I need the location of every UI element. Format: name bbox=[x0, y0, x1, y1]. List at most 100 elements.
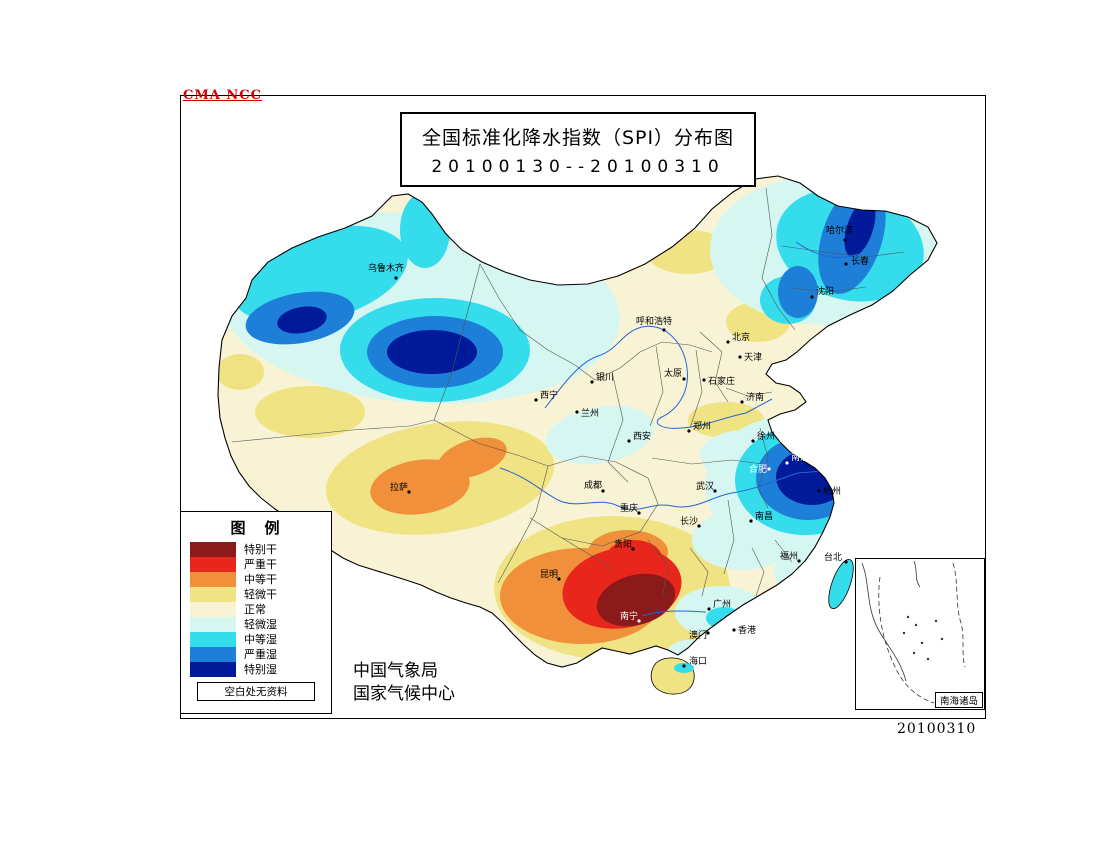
city-dot bbox=[627, 439, 631, 443]
city-label: 武汉 bbox=[696, 480, 714, 492]
legend-item-label: 严重干 bbox=[244, 558, 277, 571]
legend-swatch bbox=[190, 557, 236, 572]
city-label: 沈阳 bbox=[816, 285, 834, 297]
map-title: 全国标准化降水指数（SPI）分布图 bbox=[421, 126, 735, 149]
legend-items: 特别干严重干中等干轻微干 正常 轻微湿中等湿严重湿特别湿 bbox=[181, 542, 331, 677]
city-label: 澳门 bbox=[689, 629, 707, 641]
city-label: 乌鲁木齐 bbox=[368, 262, 404, 274]
city-dot bbox=[637, 619, 641, 623]
city-label: 拉萨 bbox=[390, 481, 408, 493]
spi-region-extreme_wet bbox=[277, 306, 327, 334]
inset-dash-line-west bbox=[878, 576, 935, 704]
city-label: 台北 bbox=[824, 551, 842, 563]
hainan-wet-spot bbox=[674, 663, 694, 673]
inset-islands bbox=[902, 615, 944, 661]
city-label: 西安 bbox=[633, 430, 651, 442]
legend-swatch bbox=[190, 602, 236, 617]
legend-item-severe_wet: 严重湿 bbox=[181, 647, 331, 662]
legend-title: 图 例 bbox=[230, 519, 282, 537]
legend-item-label: 严重湿 bbox=[244, 648, 277, 661]
city-dot bbox=[706, 631, 710, 635]
inset-coastline-north bbox=[913, 560, 921, 588]
city-label: 天津 bbox=[744, 352, 762, 363]
city-label: 北京 bbox=[732, 331, 750, 343]
city-dot bbox=[557, 577, 561, 581]
legend-item-label: 轻微湿 bbox=[244, 618, 277, 631]
city-label: 兰州 bbox=[581, 407, 599, 419]
legend-item-label: 轻微干 bbox=[244, 588, 277, 601]
city-label: 济南 bbox=[746, 391, 764, 403]
spi-region-extreme_wet bbox=[387, 330, 477, 374]
legend-item-label: 特别干 bbox=[244, 543, 277, 556]
legend-swatch bbox=[190, 632, 236, 647]
city-label: 成都 bbox=[584, 479, 602, 491]
city-label: 南昌 bbox=[755, 510, 773, 522]
org-line-2: 国家气候中心 bbox=[353, 683, 455, 704]
city-label: 海口 bbox=[689, 655, 707, 667]
map-date-range: 20100130--20100310 bbox=[431, 156, 725, 177]
city-dot bbox=[702, 378, 706, 382]
city-dot bbox=[707, 607, 711, 611]
city-dot bbox=[726, 340, 730, 344]
city-dot bbox=[732, 628, 736, 632]
agency-code: CMA NCC bbox=[183, 88, 262, 103]
china-outline bbox=[217, 175, 938, 668]
city-label: 南京 bbox=[791, 451, 809, 463]
legend-swatch bbox=[190, 617, 236, 632]
city-dot bbox=[697, 524, 701, 528]
yellow-river bbox=[544, 325, 773, 429]
org-block: 中国气象局 国家气候中心 bbox=[353, 660, 455, 706]
legend-swatch bbox=[190, 662, 236, 677]
city-dot bbox=[844, 560, 848, 564]
city-dot bbox=[601, 489, 605, 493]
city-label: 哈尔滨 bbox=[826, 224, 853, 236]
city-label: 西宁 bbox=[540, 389, 558, 401]
legend-item-mild_dry: 轻微干 bbox=[181, 587, 331, 602]
spi-region-moderate_wet bbox=[400, 192, 450, 268]
city-label: 广州 bbox=[713, 598, 731, 610]
city-label: 石家庄 bbox=[708, 375, 735, 387]
city-dot bbox=[637, 511, 641, 515]
pearl-river bbox=[641, 610, 707, 617]
city-dot bbox=[575, 410, 579, 414]
spi-region-mild_dry bbox=[255, 386, 365, 438]
city-dot bbox=[407, 490, 411, 494]
city-label: 合肥 bbox=[749, 463, 767, 475]
city-label: 南宁 bbox=[620, 610, 638, 622]
city-label: 长沙 bbox=[680, 515, 698, 527]
city-label: 上海 bbox=[850, 458, 868, 470]
city-label: 杭州 bbox=[823, 485, 841, 497]
legend-item-normal: 正常 bbox=[181, 602, 331, 617]
legend-swatch bbox=[190, 647, 236, 662]
city-dot bbox=[767, 467, 771, 471]
city-dot bbox=[738, 355, 742, 359]
city-dot bbox=[844, 467, 848, 471]
spi-region-mild_wet bbox=[545, 405, 655, 465]
legend-item-severe_dry: 严重干 bbox=[181, 557, 331, 572]
legend-swatch bbox=[190, 572, 236, 587]
legend-item-extreme_dry: 特别干 bbox=[181, 542, 331, 557]
date-stamp: 20100310 bbox=[897, 721, 977, 737]
legend-item-label: 中等干 bbox=[244, 573, 277, 586]
legend-item-label: 特别湿 bbox=[244, 663, 277, 676]
city-label: 福州 bbox=[780, 550, 798, 562]
city-dot bbox=[631, 547, 635, 551]
city-dot bbox=[844, 262, 848, 266]
inset-map bbox=[861, 560, 966, 704]
legend-footnote: 空白处无资料 bbox=[197, 682, 315, 701]
city-label: 昆明 bbox=[540, 569, 558, 580]
city-dot bbox=[534, 398, 538, 402]
inset-dash-line-east bbox=[952, 562, 966, 668]
map-title-box: 全国标准化降水指数（SPI）分布图 20100130--20100310 bbox=[400, 112, 756, 187]
province-borders bbox=[231, 187, 905, 599]
city-label: 郑州 bbox=[693, 420, 711, 432]
city-dot bbox=[740, 400, 744, 404]
city-dot bbox=[843, 238, 847, 242]
legend-swatch bbox=[190, 587, 236, 602]
legend-item-label: 中等湿 bbox=[244, 633, 277, 646]
legend-item-moderate_wet: 中等湿 bbox=[181, 632, 331, 647]
city-label: 银川 bbox=[596, 371, 614, 383]
city-label: 香港 bbox=[738, 624, 756, 636]
